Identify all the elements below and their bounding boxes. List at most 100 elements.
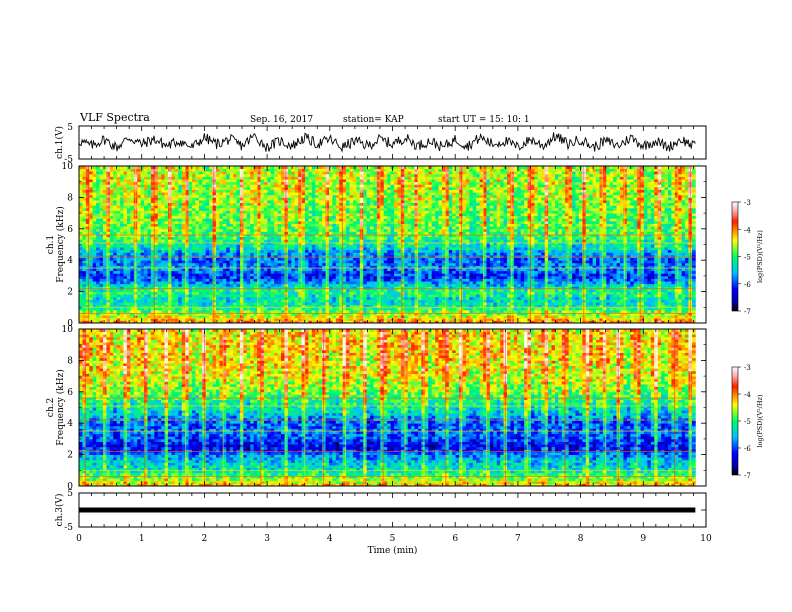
spectrogram-cell (315, 255, 319, 258)
spectrogram-cell (189, 289, 193, 292)
spectrogram-cell (237, 260, 241, 263)
spectrogram-cell (610, 310, 614, 313)
spectrogram-cell (682, 263, 686, 266)
spectrogram-cell (569, 271, 573, 274)
spectrogram-cell (202, 260, 206, 263)
spectrogram-cell (260, 279, 264, 282)
spectrogram-cell (555, 313, 559, 316)
spectrogram-cell (223, 281, 227, 284)
spectrogram-cell (466, 284, 470, 287)
spectrogram-cell (469, 289, 473, 292)
spectrogram-cell (380, 297, 384, 300)
spectrogram-cell (469, 284, 473, 287)
spectrogram-cell (504, 286, 508, 289)
spectrogram-cell (500, 299, 504, 302)
spectrogram-cell (93, 250, 97, 253)
spectrogram-cell (274, 255, 278, 258)
spectrogram-cell (596, 268, 600, 271)
spectrogram-cell (562, 289, 566, 292)
spectrogram-cell (480, 281, 484, 284)
spectrogram-cell (384, 263, 388, 266)
spectrogram-cell (480, 273, 484, 276)
spectrogram-cell (295, 268, 299, 271)
spectrogram-cell (490, 313, 494, 316)
spectrogram-cell (124, 289, 128, 292)
spectrogram-cell (113, 271, 117, 274)
spectrogram-cell (100, 292, 104, 295)
spectrogram-cell (432, 313, 436, 316)
spectrogram-cell (178, 273, 182, 276)
spectrogram-cell (665, 286, 669, 289)
spectrogram-cell (154, 279, 158, 282)
spectrogram-cell (360, 271, 364, 274)
spectrogram-cell (576, 260, 580, 263)
spectrogram-cell (651, 313, 655, 316)
spectrogram-cell (576, 263, 580, 266)
spectrogram-cell (504, 273, 508, 276)
spectrogram-cell (394, 279, 398, 282)
spectrogram-cell (260, 297, 264, 300)
spectrogram-cell (500, 315, 504, 318)
spectrogram-cell (367, 271, 371, 274)
spectrogram-cell (692, 255, 696, 258)
spectrogram-cell (171, 281, 175, 284)
spectrogram-cell (147, 255, 151, 258)
spectrogram-cell (260, 313, 264, 316)
spectrogram-cell (260, 252, 264, 255)
spectrogram-cell (274, 313, 278, 316)
spectrogram-cell (562, 260, 566, 263)
spectrogram-cell (654, 258, 658, 261)
spectrogram-cell (521, 307, 525, 310)
spectrogram-cell (668, 310, 672, 313)
spectrogram-cell (103, 263, 107, 266)
spectrogram-cell (165, 284, 169, 287)
spectrogram-cell (685, 286, 689, 289)
spectrogram-cell (552, 294, 556, 297)
spectrogram-cell (360, 292, 364, 295)
spectrogram-cell (346, 289, 350, 292)
spectrogram-cell (579, 286, 583, 289)
spectrogram-cell (576, 294, 580, 297)
spectrogram-cell (96, 252, 100, 255)
spectrogram-cell (127, 292, 131, 295)
spectrogram-cell (411, 294, 415, 297)
spectrogram-cell (490, 281, 494, 284)
spectrogram-cell (247, 252, 251, 255)
spectrogram-cell (428, 284, 432, 287)
spectrogram-cell (517, 307, 521, 310)
spectrogram-cell (510, 258, 514, 261)
spectrogram-cell (493, 252, 497, 255)
spectrogram-cell (391, 279, 395, 282)
spectrogram-cell (130, 302, 134, 305)
spectrogram-cell (428, 310, 432, 313)
spectrogram-cell (120, 307, 124, 310)
spectrogram-cell (593, 313, 597, 316)
spectrogram-cell (596, 315, 600, 318)
spectrogram-cell (223, 310, 227, 313)
spectrogram-cell (281, 258, 285, 261)
spectrogram-cell (192, 307, 196, 310)
spectrogram-cell (305, 284, 309, 287)
spectrogram-cell (219, 271, 223, 274)
spectrogram-cell (404, 307, 408, 310)
spectrogram-cell (610, 289, 614, 292)
spectrogram-cell (312, 284, 316, 287)
spectrogram-cell (685, 294, 689, 297)
spectrogram-cell (391, 276, 395, 279)
spectrogram-cell (141, 268, 145, 271)
spectrogram-cell (404, 292, 408, 295)
spectrogram-cell (582, 281, 586, 284)
spectrogram-cell (96, 307, 100, 310)
spectrogram-cell (596, 299, 600, 302)
spectrogram-cell (271, 255, 275, 258)
spectrogram-cell (110, 313, 114, 316)
spectrogram-cell (497, 268, 501, 271)
spectrogram-cell (562, 299, 566, 302)
spectrogram-cell (322, 263, 326, 266)
spectrogram-cell (610, 292, 614, 295)
spectrogram-cell (613, 279, 617, 282)
spectrogram-cell (418, 310, 422, 313)
spectrogram-cell (271, 260, 275, 263)
spectrogram-cell (93, 313, 97, 316)
spectrogram-cell (606, 292, 610, 295)
